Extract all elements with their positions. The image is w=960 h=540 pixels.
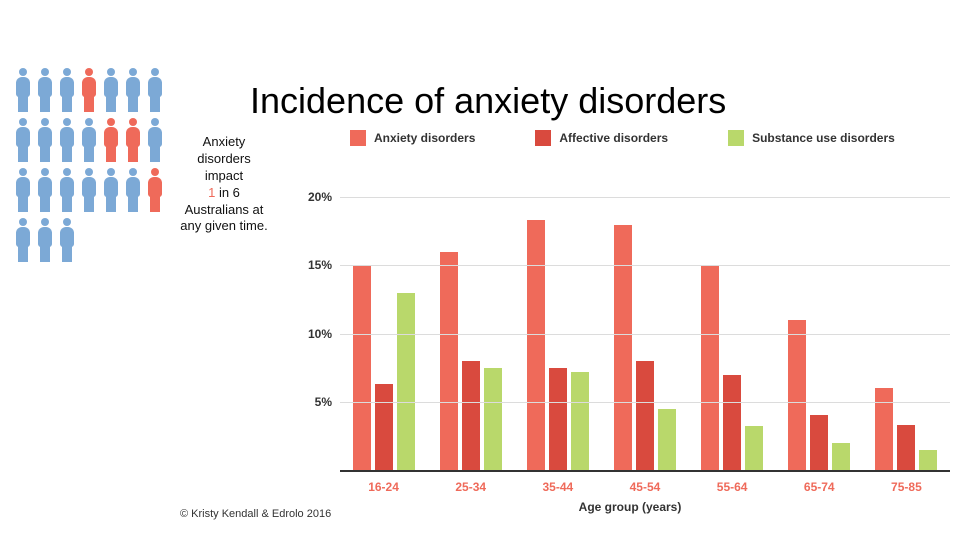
bar-substance bbox=[745, 426, 763, 470]
bar-substance bbox=[658, 409, 676, 470]
bar-affective bbox=[636, 361, 654, 470]
bar-affective bbox=[897, 425, 915, 470]
caption-line: in 6 bbox=[215, 185, 240, 200]
person-icon bbox=[14, 218, 32, 262]
person-icon bbox=[36, 68, 54, 112]
person-icon bbox=[36, 118, 54, 162]
bar-substance bbox=[919, 450, 937, 470]
legend-swatch bbox=[728, 130, 744, 146]
legend-swatch bbox=[350, 130, 366, 146]
person-icon bbox=[58, 68, 76, 112]
y-axis-label: 5% bbox=[315, 395, 340, 409]
bar-groups: 16-2425-3435-4445-5455-6465-7475-85 bbox=[340, 170, 950, 470]
person-icon bbox=[58, 168, 76, 212]
gridline bbox=[340, 265, 950, 266]
gridline bbox=[340, 197, 950, 198]
person-icon bbox=[124, 118, 142, 162]
x-axis-label: 55-64 bbox=[717, 470, 748, 494]
x-axis-label: 16-24 bbox=[368, 470, 399, 494]
x-axis-label: 35-44 bbox=[542, 470, 573, 494]
people-pictogram bbox=[14, 68, 164, 262]
person-icon bbox=[102, 118, 120, 162]
bar-affective bbox=[723, 375, 741, 470]
person-icon bbox=[80, 118, 98, 162]
person-icon bbox=[14, 118, 32, 162]
person-icon bbox=[36, 218, 54, 262]
person-icon bbox=[146, 68, 164, 112]
legend-item: Substance use disorders bbox=[728, 130, 895, 146]
page-title: Incidence of anxiety disorders bbox=[250, 80, 726, 122]
caption-line: Australians at bbox=[185, 202, 264, 217]
stat-caption: Anxiety disorders impact 1 in 6 Australi… bbox=[164, 134, 284, 235]
person-icon bbox=[102, 168, 120, 212]
bar-anxiety bbox=[440, 252, 458, 470]
legend-item: Anxiety disorders bbox=[350, 130, 475, 146]
x-axis-label: 25-34 bbox=[455, 470, 486, 494]
person-icon bbox=[124, 168, 142, 212]
bar-affective bbox=[462, 361, 480, 470]
person-icon bbox=[80, 68, 98, 112]
person-icon bbox=[124, 68, 142, 112]
person-icon bbox=[102, 68, 120, 112]
bar-anxiety bbox=[788, 320, 806, 470]
x-axis-title: Age group (years) bbox=[579, 500, 682, 514]
bar-affective bbox=[375, 384, 393, 470]
bar-anxiety bbox=[875, 388, 893, 470]
bar-substance bbox=[832, 443, 850, 470]
chart-plot-area: 16-2425-3435-4445-5455-6465-7475-85 5%10… bbox=[340, 170, 950, 470]
bar-anxiety bbox=[353, 265, 371, 470]
legend-label: Anxiety disorders bbox=[374, 131, 475, 145]
person-icon bbox=[14, 168, 32, 212]
legend-label: Affective disorders bbox=[559, 131, 668, 145]
gridline bbox=[340, 402, 950, 403]
caption-line: any given time. bbox=[180, 218, 267, 233]
bar-substance bbox=[571, 372, 589, 470]
x-axis-label: 65-74 bbox=[804, 470, 835, 494]
y-axis-label: 15% bbox=[308, 258, 340, 272]
x-axis-label: 45-54 bbox=[630, 470, 661, 494]
bar-anxiety bbox=[527, 220, 545, 470]
person-icon bbox=[146, 168, 164, 212]
bar-group: 75-85 bbox=[863, 170, 950, 470]
caption-line: impact bbox=[205, 168, 243, 183]
caption-line: Anxiety bbox=[203, 134, 246, 149]
y-axis-label: 10% bbox=[308, 327, 340, 341]
person-icon bbox=[80, 168, 98, 212]
person-icon bbox=[36, 168, 54, 212]
bar-anxiety bbox=[614, 225, 632, 470]
bar-affective bbox=[810, 415, 828, 470]
bar-group: 55-64 bbox=[689, 170, 776, 470]
caption-line: disorders bbox=[197, 151, 250, 166]
person-icon bbox=[58, 218, 76, 262]
bar-affective bbox=[549, 368, 567, 470]
x-axis-label: 75-85 bbox=[891, 470, 922, 494]
person-icon bbox=[146, 118, 164, 162]
bar-substance bbox=[397, 293, 415, 470]
bar-anxiety bbox=[701, 265, 719, 470]
legend-item: Affective disorders bbox=[535, 130, 668, 146]
bar-group: 65-74 bbox=[776, 170, 863, 470]
y-axis-label: 20% bbox=[308, 190, 340, 204]
copyright-text: © Kristy Kendall & Edrolo 2016 bbox=[180, 508, 331, 520]
legend-swatch bbox=[535, 130, 551, 146]
incidence-chart: Anxiety disorders Affective disorders Subs… bbox=[300, 130, 960, 500]
bar-group: 35-44 bbox=[514, 170, 601, 470]
bar-group: 45-54 bbox=[601, 170, 688, 470]
person-icon bbox=[58, 118, 76, 162]
bar-group: 25-34 bbox=[427, 170, 514, 470]
legend-label: Substance use disorders bbox=[752, 131, 895, 145]
person-icon bbox=[14, 68, 32, 112]
chart-legend: Anxiety disorders Affective disorders Subs… bbox=[350, 130, 895, 146]
gridline bbox=[340, 334, 950, 335]
bar-group: 16-24 bbox=[340, 170, 427, 470]
bar-substance bbox=[484, 368, 502, 470]
